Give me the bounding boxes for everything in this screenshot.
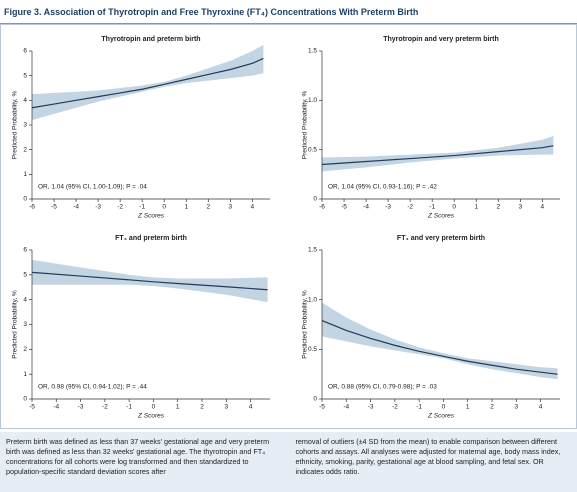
line	[321, 319, 558, 375]
x-tick-label: 1	[176, 404, 180, 411]
y-tick-label: 2	[23, 346, 27, 353]
x-tick-label: 2	[490, 404, 494, 411]
y-tick-label: 0	[23, 396, 27, 403]
line	[321, 145, 554, 166]
y-tick-label: 4	[23, 296, 27, 303]
y-tick-label: 6	[23, 247, 27, 254]
y-tick-label: 3	[23, 122, 27, 129]
y-axis-label: Predicted Probability, %	[302, 91, 309, 160]
caption-text: removal of outliers (±4 SD from the mean…	[295, 437, 561, 476]
x-tick-label: 2	[496, 204, 500, 211]
y-axis-label: Predicted Probability, %	[12, 91, 19, 160]
line	[31, 271, 268, 291]
x-tick-label: 2	[200, 404, 204, 411]
x-tick-label: 4	[541, 204, 545, 211]
annotation: OR, 1.04 (95% CI, 1.00-1.09); P = .04	[38, 184, 147, 191]
x-tick-label: 3	[224, 404, 228, 411]
y-tick-label: 0.5	[308, 346, 317, 353]
x-tick-label: 3	[514, 404, 518, 411]
x-tick-label: -5	[51, 204, 57, 211]
x-tick-label: -1	[429, 204, 435, 211]
x-tick-label: -1	[126, 404, 132, 411]
x-tick-label: -3	[385, 204, 391, 211]
x-tick-label: -3	[368, 404, 374, 411]
x-tick-label: -2	[392, 404, 398, 411]
x-tick-label: -5	[319, 404, 325, 411]
y-tick-label: 6	[23, 48, 27, 55]
x-tick-label: -4	[73, 204, 79, 211]
y-tick-label: 1.5	[308, 247, 317, 254]
panel-title: FT₄ and preterm birth	[115, 235, 187, 242]
figure: Thyrotropin and preterm birth 0 1 2 3 4 5 6 -6 -5…	[0, 24, 577, 429]
x-tick-label: 4	[249, 404, 253, 411]
x-tick-label: 0	[442, 404, 446, 411]
confidence-band	[322, 135, 554, 172]
x-tick-label: 1	[184, 204, 188, 211]
x-tick-label: -2	[407, 204, 413, 211]
y-tick-label: 1.0	[308, 97, 317, 104]
x-tick-label: 4	[539, 404, 543, 411]
x-tick-label: -4	[53, 404, 59, 411]
y-tick-label: 0	[313, 396, 317, 403]
x-axis-label: Z Scores	[427, 213, 455, 220]
x-tick-label: -2	[117, 204, 123, 211]
y-tick-label: 0	[23, 196, 27, 203]
x-tick-label: -3	[78, 404, 84, 411]
x-tick-label: -5	[29, 404, 35, 411]
y-tick-label: 1.5	[308, 48, 317, 55]
y-tick-label: 1.0	[308, 296, 317, 303]
x-tick-label: 4	[251, 204, 255, 211]
x-tick-label: -4	[343, 404, 349, 411]
panel-title: Thyrotropin and preterm birth	[101, 36, 200, 43]
x-axis-label: Z Scores	[137, 413, 165, 420]
x-tick-label: 0	[152, 404, 156, 411]
x-tick-label: 3	[519, 204, 523, 211]
x-axis-label: Z Scores	[137, 213, 165, 220]
annotation: OR, 0.98 (95% CI, 0.94-1.02); P = .44	[38, 384, 147, 391]
figure-title: Figure 3. Association of Thyrotropin and…	[0, 0, 577, 24]
x-tick-label: -2	[102, 404, 108, 411]
x-tick-label: -4	[363, 204, 369, 211]
x-tick-label: 1	[466, 404, 470, 411]
x-tick-label: 2	[206, 204, 210, 211]
x-axis-label: Z Scores	[427, 413, 455, 420]
y-tick-label: 2	[23, 146, 27, 153]
x-tick-label: 1	[474, 204, 478, 211]
x-tick-label: -1	[416, 404, 422, 411]
x-tick-label: -1	[139, 204, 145, 211]
y-axis-label: Predicted Probability, %	[12, 290, 19, 359]
y-tick-label: 1	[23, 171, 27, 178]
annotation: OR, 1.04 (95% CI, 0.93-1.16); P = .42	[328, 184, 437, 191]
annotation: OR, 0.88 (95% CI, 0.79-0.98); P = .03	[328, 384, 437, 391]
y-tick-label: 3	[23, 321, 27, 328]
caption: Preterm birth was defined as less than 3…	[0, 432, 577, 492]
line	[31, 57, 264, 109]
x-tick-label: 3	[229, 204, 233, 211]
x-tick-label: -6	[29, 204, 35, 211]
y-tick-label: 1	[23, 371, 27, 378]
x-tick-label: 0	[452, 204, 456, 211]
panel-title: Thyrotropin and very preterm birth	[383, 36, 499, 43]
x-tick-label: -5	[341, 204, 347, 211]
y-axis-label: Predicted Probability, %	[302, 290, 309, 359]
y-tick-label: 5	[23, 72, 27, 79]
panel-title: FT₄ and very preterm birth	[397, 235, 485, 242]
y-tick-label: 0	[313, 196, 317, 203]
x-tick-label: -3	[95, 204, 101, 211]
y-tick-label: 5	[23, 272, 27, 279]
x-tick-label: -6	[319, 204, 325, 211]
caption-text: Preterm birth was defined as less than 3…	[6, 437, 270, 476]
y-tick-label: 4	[23, 97, 27, 104]
confidence-band	[32, 44, 264, 121]
y-tick-label: 0.5	[308, 146, 317, 153]
x-tick-label: 0	[162, 204, 166, 211]
